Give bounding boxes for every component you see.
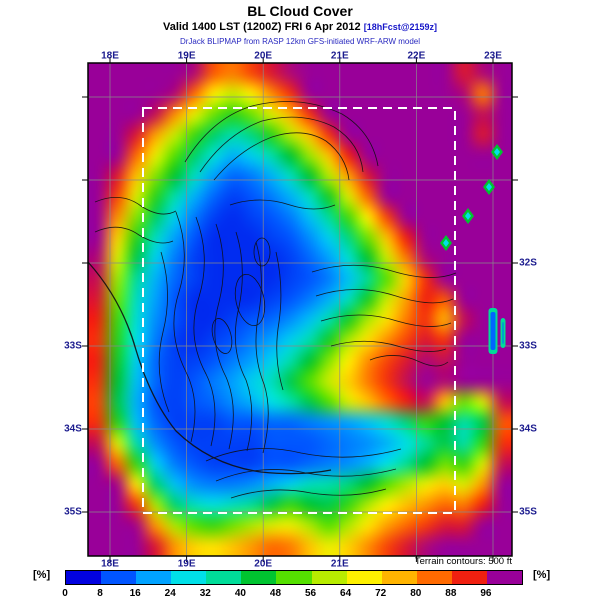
lat-label-right: 34S [519, 423, 537, 435]
axis-ticks [82, 57, 518, 562]
colorbar-segment [486, 571, 523, 584]
lon-label-top: 21E [330, 50, 349, 62]
colorbar-segment [101, 571, 137, 584]
colorbar-segment [276, 571, 312, 584]
colorbar-segment [66, 571, 102, 584]
lon-label-bottom: 19E [177, 558, 196, 570]
lon-label-bottom: 18E [101, 558, 119, 570]
colorbar-segment [451, 571, 487, 584]
colorbar-tick-label: 72 [375, 588, 387, 599]
colorbar-segment [416, 571, 452, 584]
colorbar-tick-label: 16 [129, 588, 141, 599]
lat-lon-grid [88, 63, 512, 556]
colorbar-tick-label: 48 [269, 588, 282, 599]
lat-label-left: 33S [64, 340, 82, 352]
valid-time-text: Valid 1400 LST (1200Z) FRI 6 Apr 2012 [162, 21, 361, 33]
colorbar-segment [206, 571, 242, 584]
lon-label-top: 19E [177, 50, 196, 62]
lon-label-top: 18E [101, 50, 119, 62]
colorbar-tick-label: 96 [480, 588, 492, 599]
lat-label-left: 34S [64, 423, 82, 435]
colorbar-segment [311, 571, 347, 584]
colorbar-tick-label: 0 [62, 588, 68, 599]
colorbar-tick-label: 64 [340, 588, 352, 599]
lat-label-right: 33S [519, 340, 537, 352]
model-info-line: DrJack BLIPMAP from RASP 12km GFS-initia… [179, 37, 421, 46]
colorbar-tick-label: 56 [304, 588, 317, 599]
lon-label-top: 20E [254, 50, 273, 62]
colorbar-tick-label: 40 [234, 588, 246, 599]
model-domain-boundary [142, 107, 456, 514]
colorbar-tick-label: 8 [97, 588, 103, 599]
colorbar-tick-label: 32 [199, 588, 211, 599]
lon-label-top: 23E [484, 50, 502, 62]
cloud-spots-layer [440, 144, 506, 354]
lat-label-right: 35S [519, 506, 537, 518]
colorbar-segment [381, 571, 417, 584]
colorbar-tick-label: 24 [164, 588, 176, 599]
terrain-contours-note: Terrain contours: 500 ft [414, 556, 512, 567]
lon-label-bottom: 20E [254, 558, 273, 570]
page-title: BL Cloud Cover [247, 3, 353, 19]
forecast-tag: [18hFcst@2159z] [363, 22, 438, 32]
colorbar-tick-label: 80 [410, 588, 422, 599]
valid-time-line: Valid 1400 LST (1200Z) FRI 6 Apr 2012 [1… [0, 21, 600, 33]
colorbar-segment [241, 571, 277, 584]
colorbar-unit-left: [%] [33, 569, 51, 581]
cloud-cover-colorbar [65, 570, 523, 585]
colorbar-segment [171, 571, 207, 584]
colorbar-segment [346, 571, 382, 584]
lat-label-left: 35S [64, 506, 82, 518]
lon-label-bottom: 21E [330, 558, 349, 570]
lon-label-top: 22E [407, 50, 426, 62]
colorbar-unit-right: [%] [533, 569, 551, 581]
colorbar-tick-label: 88 [445, 588, 457, 599]
terrain-contours [87, 101, 457, 499]
lat-label-right: 32S [519, 257, 537, 269]
colorbar-segment [136, 571, 172, 584]
map-frame [87, 62, 513, 557]
